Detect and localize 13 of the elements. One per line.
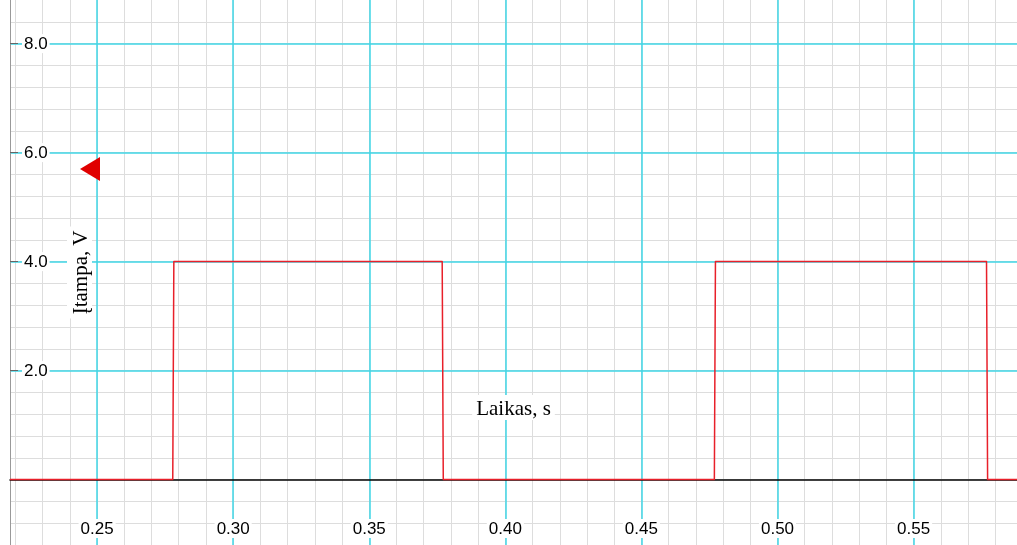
x-axis-title: Laikas, s — [476, 395, 551, 420]
y-tick-label: 4.0 — [24, 252, 48, 272]
x-tick-label: 0.45 — [624, 519, 658, 538]
x-tick-label: 0.35 — [352, 519, 386, 538]
y-tick-label: 2.0 — [24, 361, 48, 381]
x-tick-label: 0.55 — [897, 519, 931, 538]
y-axis-title: Įtampa, V — [67, 230, 92, 315]
x-tick-label: 0.25 — [80, 519, 114, 538]
x-tick-label: 0.50 — [760, 519, 795, 538]
x-tick-label: 0.30 — [216, 519, 250, 538]
x-tick-label: 0.40 — [488, 519, 522, 538]
y-tick-label: 8.0 — [24, 34, 48, 54]
y-tick-label: 6.0 — [24, 143, 48, 163]
